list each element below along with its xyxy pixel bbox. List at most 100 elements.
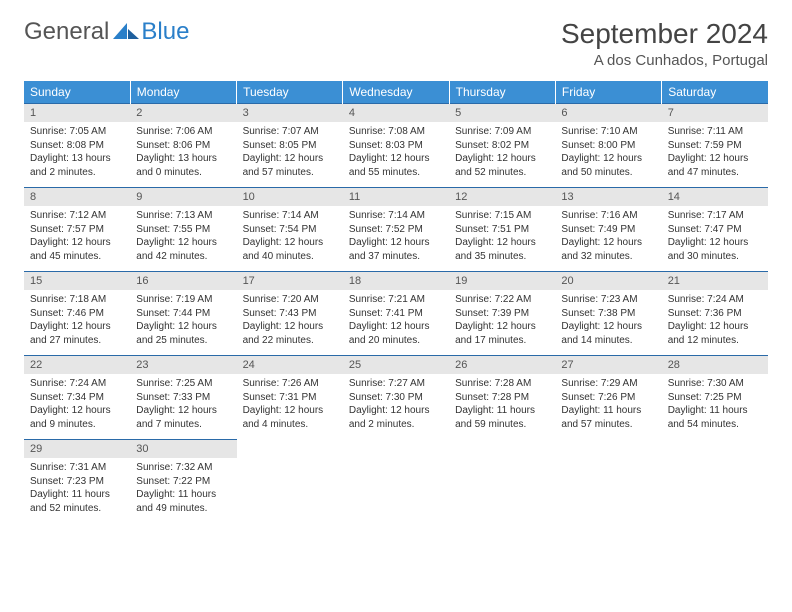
day-cell [237, 440, 343, 524]
day-number: 21 [662, 272, 768, 290]
day-cell: 13Sunrise: 7:16 AMSunset: 7:49 PMDayligh… [555, 188, 661, 272]
week-row: 15Sunrise: 7:18 AMSunset: 7:46 PMDayligh… [24, 272, 768, 356]
day-content: Sunrise: 7:31 AMSunset: 7:23 PMDaylight:… [24, 458, 130, 523]
week-row: 1Sunrise: 7:05 AMSunset: 8:08 PMDaylight… [24, 104, 768, 188]
day-content: Sunrise: 7:27 AMSunset: 7:30 PMDaylight:… [343, 374, 449, 439]
day-content: Sunrise: 7:23 AMSunset: 7:38 PMDaylight:… [555, 290, 661, 355]
week-row: 29Sunrise: 7:31 AMSunset: 7:23 PMDayligh… [24, 440, 768, 524]
day-number: 18 [343, 272, 449, 290]
day-number: 6 [555, 104, 661, 122]
week-row: 8Sunrise: 7:12 AMSunset: 7:57 PMDaylight… [24, 188, 768, 272]
brand-word-1: General [24, 18, 109, 46]
day-cell [662, 440, 768, 524]
day-content: Sunrise: 7:24 AMSunset: 7:36 PMDaylight:… [662, 290, 768, 355]
day-cell: 12Sunrise: 7:15 AMSunset: 7:51 PMDayligh… [449, 188, 555, 272]
day-content: Sunrise: 7:16 AMSunset: 7:49 PMDaylight:… [555, 206, 661, 271]
day-content: Sunrise: 7:14 AMSunset: 7:52 PMDaylight:… [343, 206, 449, 271]
header: General Blue September 2024 A dos Cunhad… [24, 18, 768, 69]
brand-logo: General Blue [24, 18, 189, 46]
day-number: 17 [237, 272, 343, 290]
day-cell: 15Sunrise: 7:18 AMSunset: 7:46 PMDayligh… [24, 272, 130, 356]
day-cell: 18Sunrise: 7:21 AMSunset: 7:41 PMDayligh… [343, 272, 449, 356]
calendar-body: 1Sunrise: 7:05 AMSunset: 8:08 PMDaylight… [24, 104, 768, 524]
calendar-table: SundayMondayTuesdayWednesdayThursdayFrid… [24, 81, 768, 523]
day-number: 4 [343, 104, 449, 122]
month-title: September 2024 [561, 18, 768, 50]
day-content: Sunrise: 7:17 AMSunset: 7:47 PMDaylight:… [662, 206, 768, 271]
day-cell: 30Sunrise: 7:32 AMSunset: 7:22 PMDayligh… [130, 440, 236, 524]
day-header-row: SundayMondayTuesdayWednesdayThursdayFrid… [24, 81, 768, 104]
day-header: Wednesday [343, 81, 449, 104]
day-content: Sunrise: 7:08 AMSunset: 8:03 PMDaylight:… [343, 122, 449, 187]
day-cell: 19Sunrise: 7:22 AMSunset: 7:39 PMDayligh… [449, 272, 555, 356]
day-cell [449, 440, 555, 524]
day-cell: 24Sunrise: 7:26 AMSunset: 7:31 PMDayligh… [237, 356, 343, 440]
day-content: Sunrise: 7:12 AMSunset: 7:57 PMDaylight:… [24, 206, 130, 271]
day-number: 25 [343, 356, 449, 374]
day-number: 30 [130, 440, 236, 458]
day-number: 10 [237, 188, 343, 206]
day-number: 11 [343, 188, 449, 206]
day-number: 2 [130, 104, 236, 122]
day-cell: 3Sunrise: 7:07 AMSunset: 8:05 PMDaylight… [237, 104, 343, 188]
day-cell: 11Sunrise: 7:14 AMSunset: 7:52 PMDayligh… [343, 188, 449, 272]
day-number: 14 [662, 188, 768, 206]
day-cell: 20Sunrise: 7:23 AMSunset: 7:38 PMDayligh… [555, 272, 661, 356]
day-number: 19 [449, 272, 555, 290]
day-number: 24 [237, 356, 343, 374]
day-cell: 21Sunrise: 7:24 AMSunset: 7:36 PMDayligh… [662, 272, 768, 356]
day-number: 1 [24, 104, 130, 122]
day-content: Sunrise: 7:05 AMSunset: 8:08 PMDaylight:… [24, 122, 130, 187]
day-number: 22 [24, 356, 130, 374]
day-number: 16 [130, 272, 236, 290]
header-right: September 2024 A dos Cunhados, Portugal [561, 18, 768, 69]
day-number: 8 [24, 188, 130, 206]
day-content: Sunrise: 7:07 AMSunset: 8:05 PMDaylight:… [237, 122, 343, 187]
day-content: Sunrise: 7:14 AMSunset: 7:54 PMDaylight:… [237, 206, 343, 271]
day-cell: 17Sunrise: 7:20 AMSunset: 7:43 PMDayligh… [237, 272, 343, 356]
day-number: 12 [449, 188, 555, 206]
day-cell: 27Sunrise: 7:29 AMSunset: 7:26 PMDayligh… [555, 356, 661, 440]
day-cell: 2Sunrise: 7:06 AMSunset: 8:06 PMDaylight… [130, 104, 236, 188]
day-content: Sunrise: 7:22 AMSunset: 7:39 PMDaylight:… [449, 290, 555, 355]
brand-word-2: Blue [141, 18, 189, 46]
day-cell: 8Sunrise: 7:12 AMSunset: 7:57 PMDaylight… [24, 188, 130, 272]
sail-icon [113, 23, 139, 41]
day-cell: 28Sunrise: 7:30 AMSunset: 7:25 PMDayligh… [662, 356, 768, 440]
day-cell: 5Sunrise: 7:09 AMSunset: 8:02 PMDaylight… [449, 104, 555, 188]
day-header: Sunday [24, 81, 130, 104]
day-header: Saturday [662, 81, 768, 104]
day-content: Sunrise: 7:06 AMSunset: 8:06 PMDaylight:… [130, 122, 236, 187]
day-cell [343, 440, 449, 524]
day-number: 29 [24, 440, 130, 458]
day-number: 9 [130, 188, 236, 206]
day-cell: 9Sunrise: 7:13 AMSunset: 7:55 PMDaylight… [130, 188, 236, 272]
week-row: 22Sunrise: 7:24 AMSunset: 7:34 PMDayligh… [24, 356, 768, 440]
day-content: Sunrise: 7:20 AMSunset: 7:43 PMDaylight:… [237, 290, 343, 355]
day-number: 15 [24, 272, 130, 290]
day-cell: 6Sunrise: 7:10 AMSunset: 8:00 PMDaylight… [555, 104, 661, 188]
day-content: Sunrise: 7:13 AMSunset: 7:55 PMDaylight:… [130, 206, 236, 271]
day-cell: 16Sunrise: 7:19 AMSunset: 7:44 PMDayligh… [130, 272, 236, 356]
day-cell: 22Sunrise: 7:24 AMSunset: 7:34 PMDayligh… [24, 356, 130, 440]
day-number: 28 [662, 356, 768, 374]
day-content: Sunrise: 7:32 AMSunset: 7:22 PMDaylight:… [130, 458, 236, 523]
day-number: 23 [130, 356, 236, 374]
day-cell: 1Sunrise: 7:05 AMSunset: 8:08 PMDaylight… [24, 104, 130, 188]
day-number: 13 [555, 188, 661, 206]
day-cell: 29Sunrise: 7:31 AMSunset: 7:23 PMDayligh… [24, 440, 130, 524]
day-content: Sunrise: 7:19 AMSunset: 7:44 PMDaylight:… [130, 290, 236, 355]
day-number: 3 [237, 104, 343, 122]
day-number: 5 [449, 104, 555, 122]
day-content: Sunrise: 7:09 AMSunset: 8:02 PMDaylight:… [449, 122, 555, 187]
day-content: Sunrise: 7:18 AMSunset: 7:46 PMDaylight:… [24, 290, 130, 355]
day-cell: 14Sunrise: 7:17 AMSunset: 7:47 PMDayligh… [662, 188, 768, 272]
day-cell: 26Sunrise: 7:28 AMSunset: 7:28 PMDayligh… [449, 356, 555, 440]
day-cell: 25Sunrise: 7:27 AMSunset: 7:30 PMDayligh… [343, 356, 449, 440]
day-header: Tuesday [237, 81, 343, 104]
day-cell [555, 440, 661, 524]
day-number: 26 [449, 356, 555, 374]
day-content: Sunrise: 7:11 AMSunset: 7:59 PMDaylight:… [662, 122, 768, 187]
page-root: General Blue September 2024 A dos Cunhad… [0, 0, 792, 541]
day-content: Sunrise: 7:15 AMSunset: 7:51 PMDaylight:… [449, 206, 555, 271]
